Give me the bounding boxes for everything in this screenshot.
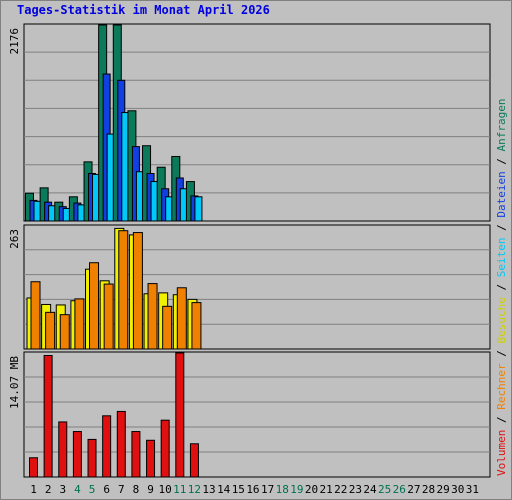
panel-visits: 263 — [8, 224, 491, 350]
bar-volumen-day-2 — [43, 354, 53, 478]
legend-item-volumen: Volumen — [495, 430, 508, 476]
y-max-label: 2176 — [8, 28, 21, 55]
x-tick-label-day-9: 9 — [147, 483, 154, 496]
legend-separator: / — [495, 277, 508, 297]
x-tick-label-day-8: 8 — [133, 483, 140, 496]
bar-rechner-day-6 — [103, 283, 114, 350]
chart-title: Tages-Statistik im Monat April 2026 — [17, 3, 270, 17]
x-tick-label-day-5: 5 — [89, 483, 96, 496]
bar-volumen-day-11 — [175, 352, 185, 478]
x-tick-label-day-25: 25 — [378, 483, 391, 496]
x-tick-label-day-29: 29 — [437, 483, 450, 496]
x-tick-label-day-17: 17 — [261, 483, 274, 496]
x-tick-label-day-23: 23 — [349, 483, 362, 496]
bar-volumen-day-1 — [29, 457, 38, 478]
y-max-label: 14.07 MB — [8, 356, 21, 409]
x-tick-label-day-1: 1 — [30, 483, 37, 496]
legend-item-besuche: Besuche — [495, 297, 508, 343]
bar-rechner-day-2 — [45, 311, 56, 350]
x-tick-label-day-15: 15 — [232, 483, 245, 496]
legend-separator: / — [495, 410, 508, 430]
x-tick-label-day-10: 10 — [159, 483, 172, 496]
bar-volumen-day-7 — [116, 410, 126, 478]
legend-item-dateien: Dateien — [495, 171, 508, 217]
bar-volumen-day-8 — [131, 431, 141, 478]
x-tick-label-day-14: 14 — [217, 483, 231, 496]
legend-separator: / — [495, 344, 508, 364]
bar-rechner-day-9 — [147, 283, 158, 350]
x-tick-label-day-4: 4 — [74, 483, 81, 496]
x-tick-label-day-28: 28 — [422, 483, 435, 496]
panel-volume: 14.07 MB — [8, 351, 491, 478]
panel-requests: 2176 — [8, 23, 491, 222]
x-tick-label-day-22: 22 — [334, 483, 347, 496]
bar-seiten-day-12 — [194, 196, 203, 222]
x-tick-label-day-11: 11 — [173, 483, 186, 496]
x-tick-label-day-19: 19 — [290, 483, 303, 496]
x-tick-label-day-3: 3 — [59, 483, 66, 496]
right-legend: Volumen / Rechner / Besuche / Seiten / D… — [495, 98, 508, 476]
bar-rechner-day-8 — [132, 232, 143, 350]
bar-rechner-day-5 — [89, 262, 100, 350]
legend-separator: / — [495, 151, 508, 171]
legend-item-anfragen: Anfragen — [495, 98, 508, 151]
x-tick-label-day-18: 18 — [276, 483, 289, 496]
bar-volumen-day-6 — [102, 415, 112, 478]
x-tick-label-day-16: 16 — [246, 483, 259, 496]
x-tick-label-day-7: 7 — [118, 483, 125, 496]
legend-separator: / — [495, 218, 508, 238]
bar-rechner-day-10 — [162, 305, 173, 350]
bar-rechner-day-7 — [118, 230, 129, 350]
bar-volumen-day-3 — [58, 421, 68, 478]
x-tick-label-day-2: 2 — [45, 483, 52, 496]
x-tick-label-day-26: 26 — [393, 483, 406, 496]
bar-volumen-day-12 — [189, 443, 199, 478]
x-tick-label-day-21: 21 — [319, 483, 332, 496]
x-tick-label-day-27: 27 — [407, 483, 420, 496]
bar-volumen-day-4 — [72, 431, 82, 478]
x-tick-label-day-13: 13 — [202, 483, 215, 496]
bar-rechner-day-12 — [191, 302, 202, 350]
y-max-label: 263 — [8, 229, 21, 249]
bar-rechner-day-4 — [74, 298, 85, 350]
x-tick-label-day-30: 30 — [451, 483, 464, 496]
legend-item-seiten: Seiten — [495, 238, 508, 278]
panel-frame — [23, 351, 491, 478]
x-tick-label-day-31: 31 — [466, 483, 479, 496]
legend-item-rechner: Rechner — [495, 363, 508, 410]
bar-rechner-day-11 — [176, 287, 187, 350]
bar-volumen-day-10 — [160, 419, 170, 478]
bar-volumen-day-9 — [146, 439, 156, 478]
bar-volumen-day-5 — [87, 438, 97, 478]
x-tick-label-day-20: 20 — [305, 483, 318, 496]
x-tick-label-day-24: 24 — [363, 483, 377, 496]
bar-rechner-day-3 — [59, 314, 70, 350]
bar-rechner-day-1 — [30, 281, 41, 350]
x-tick-label-day-12: 12 — [188, 483, 201, 496]
x-tick-label-day-6: 6 — [103, 483, 110, 496]
